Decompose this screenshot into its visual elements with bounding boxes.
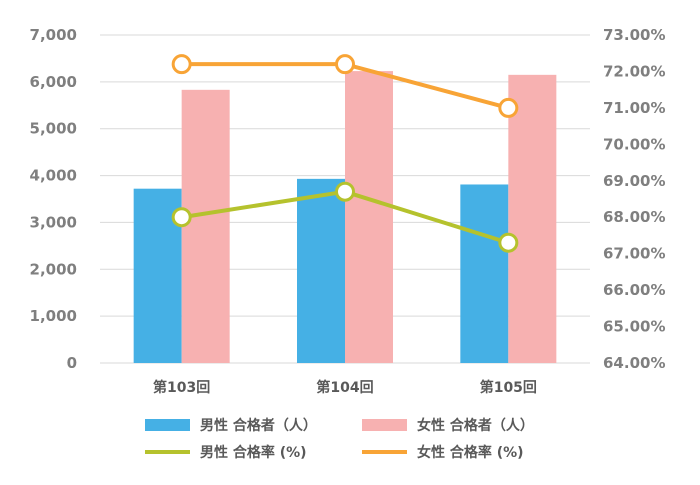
legend-label: 男性 合格者（人） bbox=[200, 417, 317, 434]
legend-label: 女性 合格率 (%) bbox=[417, 444, 524, 461]
left-tick-label: 0 bbox=[67, 354, 77, 372]
left-tick-label: 5,000 bbox=[30, 120, 77, 138]
bar bbox=[181, 89, 230, 363]
left-tick-label: 3,000 bbox=[30, 213, 77, 231]
legend-label: 男性 合格率 (%) bbox=[200, 444, 307, 461]
left-y-axis: 0 1,000 2,000 3,000 4,000 5,000 6,000 7,000 bbox=[30, 26, 77, 372]
right-tick-label: 67.00% bbox=[603, 245, 665, 263]
bar bbox=[460, 184, 509, 363]
right-y-axis: 64.00% 65.00% 66.00% 67.00% 68.00% 69.00% 70.0… bbox=[603, 26, 665, 372]
right-tick-label: 73.00% bbox=[603, 26, 665, 44]
right-tick-label: 68.00% bbox=[603, 208, 665, 226]
right-tick-label: 69.00% bbox=[603, 172, 665, 190]
x-axis: 第103回 第104回 第105回 bbox=[153, 379, 537, 396]
bar bbox=[508, 74, 557, 363]
line-point bbox=[171, 207, 192, 228]
category-label: 第105回 bbox=[480, 379, 537, 396]
legend-swatch bbox=[362, 419, 407, 431]
bar bbox=[297, 178, 345, 363]
bar-series bbox=[133, 71, 557, 363]
bar bbox=[345, 71, 393, 363]
line-series bbox=[171, 54, 519, 253]
left-tick-label: 6,000 bbox=[30, 73, 77, 91]
right-tick-label: 65.00% bbox=[603, 318, 665, 336]
right-tick-label: 66.00% bbox=[603, 281, 665, 299]
left-tick-label: 2,000 bbox=[30, 260, 77, 278]
legend: 男性 合格者（人） 女性 合格者（人） 男性 合格率 (%) 女性 合格率 (%) bbox=[145, 417, 534, 461]
category-label: 第104回 bbox=[316, 379, 373, 396]
left-tick-label: 1,000 bbox=[30, 307, 77, 325]
category-label: 第103回 bbox=[153, 379, 210, 396]
line-point bbox=[335, 54, 355, 75]
legend-label: 女性 合格者（人） bbox=[417, 417, 534, 434]
right-tick-label: 64.00% bbox=[603, 354, 665, 372]
line-point bbox=[335, 181, 355, 202]
right-tick-label: 70.00% bbox=[603, 135, 665, 153]
right-tick-label: 71.00% bbox=[603, 99, 665, 117]
legend-swatch bbox=[145, 419, 190, 431]
line-point bbox=[498, 97, 519, 118]
left-tick-label: 7,000 bbox=[30, 26, 77, 44]
line-point bbox=[171, 54, 192, 75]
left-tick-label: 4,000 bbox=[30, 167, 77, 185]
line-point bbox=[498, 232, 519, 253]
right-tick-label: 72.00% bbox=[603, 62, 665, 80]
